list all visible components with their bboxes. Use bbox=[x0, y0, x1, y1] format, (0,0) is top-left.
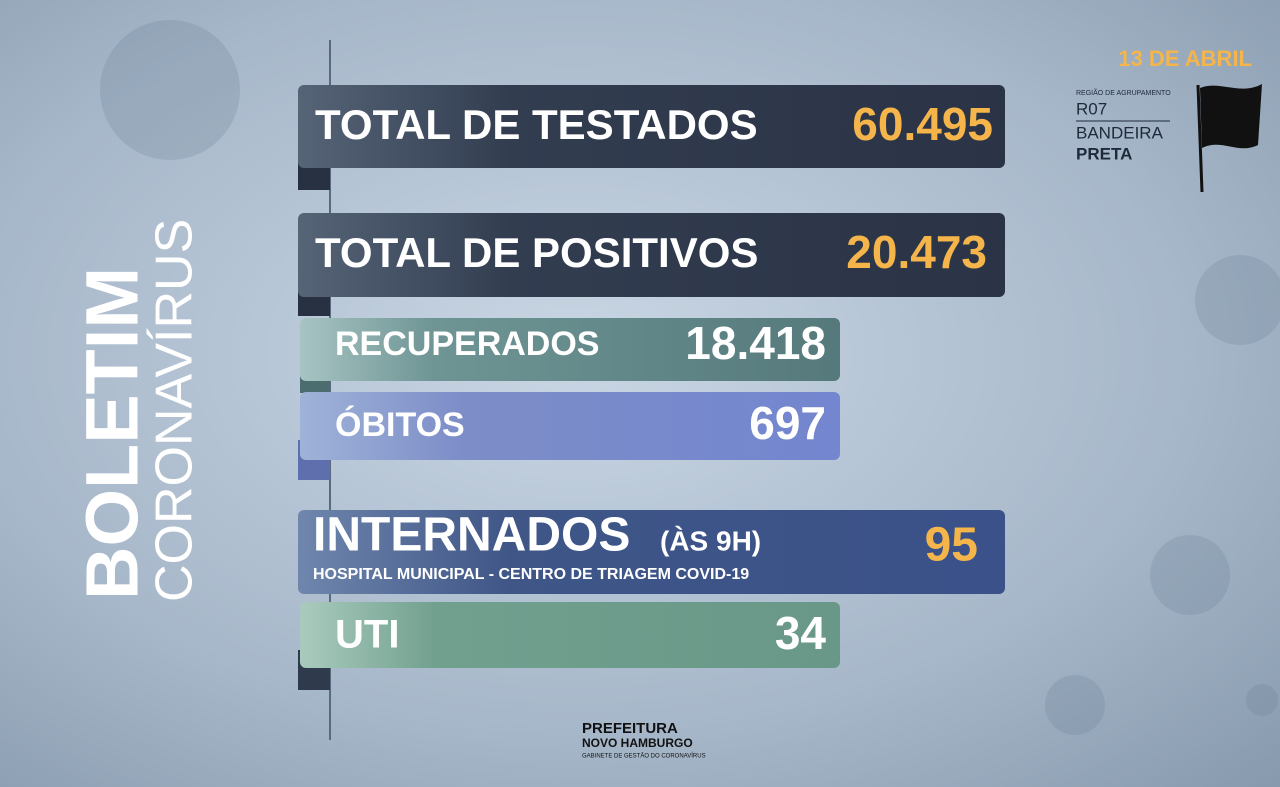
title: BOLETIM bbox=[71, 267, 154, 600]
panel-detail: HOSPITAL MUNICIPAL - CENTRO DE TRIAGEM C… bbox=[313, 566, 749, 583]
panel-note: (ÀS 9H) bbox=[660, 525, 761, 556]
flag-line1: BANDEIRA bbox=[1076, 123, 1164, 142]
logo-line1: PREFEITURA bbox=[582, 720, 678, 737]
panel-value: 95 bbox=[925, 519, 978, 572]
region-label: REGIÃO DE AGRUPAMENTO bbox=[1076, 88, 1171, 97]
panel-label: INTERNADOS bbox=[313, 509, 630, 562]
panel-label: TOTAL DE TESTADOS bbox=[315, 101, 758, 148]
panel-label: TOTAL DE POSITIVOS bbox=[315, 229, 758, 276]
flag-line2: PRETA bbox=[1076, 144, 1132, 163]
panel-value: 18.418 bbox=[685, 317, 826, 369]
panel-value: 60.495 bbox=[852, 98, 993, 150]
panel-value: 697 bbox=[749, 397, 826, 449]
logo-line2: NOVO HAMBURGO bbox=[582, 736, 693, 750]
panel bbox=[298, 510, 1005, 594]
panel-label: UTI bbox=[335, 613, 399, 657]
panel bbox=[300, 392, 840, 460]
panel-label: RECUPERADOS bbox=[335, 325, 599, 363]
flag bbox=[1200, 84, 1262, 149]
virus-decor bbox=[100, 20, 1280, 735]
panel bbox=[298, 85, 1005, 168]
panel-value: 20.473 bbox=[846, 226, 987, 278]
panel bbox=[298, 213, 1005, 297]
panel bbox=[300, 602, 840, 668]
panel-label: ÓBITOS bbox=[335, 406, 465, 444]
flag-pole bbox=[1196, 84, 1204, 193]
date: 13 DE ABRIL bbox=[1118, 46, 1252, 71]
panel bbox=[300, 318, 840, 381]
subtitle: CORONAVÍRUS bbox=[146, 219, 204, 602]
region: R07 bbox=[1076, 99, 1107, 118]
logo-line3: GABINETE DE GESTÃO DO CORONAVÍRUS bbox=[582, 753, 706, 760]
panel-value: 34 bbox=[775, 607, 827, 659]
